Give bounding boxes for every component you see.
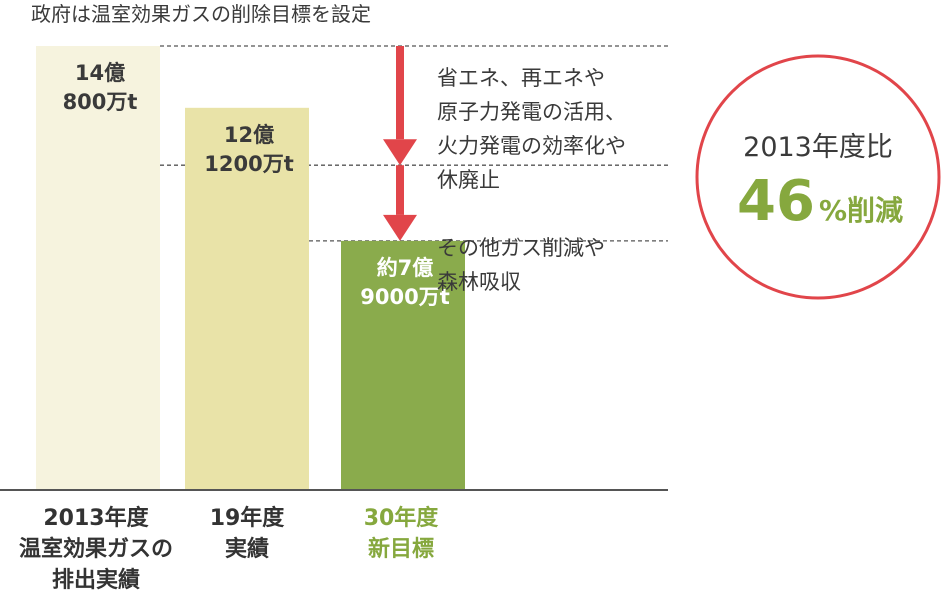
category-label: 新目標 — [368, 536, 434, 562]
bar — [341, 240, 465, 490]
bar-value-labels: 14億 800万t 12億 1200万t 約7億 9000万t — [63, 61, 450, 309]
reduction-arrows — [383, 46, 417, 241]
bar — [185, 107, 309, 490]
category-label: 30年度 — [364, 505, 440, 531]
arrow-head — [383, 139, 417, 166]
bar-value-label: 12億 — [224, 123, 274, 147]
category-label: 2013年度 — [43, 505, 149, 531]
callout-circle — [695, 54, 941, 300]
annotation-line: 休廃止 — [437, 168, 500, 192]
annotation-line: その他ガス削減や — [437, 236, 605, 260]
arrow-shaft — [396, 165, 404, 215]
category-label: 温室効果ガスの — [19, 536, 173, 562]
callout-value: 46 %削減 — [737, 169, 903, 234]
annotation-line: 森林吸収 — [437, 270, 521, 294]
arrow-shaft — [396, 46, 404, 140]
bars — [36, 46, 465, 490]
callout-caption: 2013年度比 — [743, 132, 893, 163]
category-label: 排出実績 — [52, 567, 140, 593]
annotation-line: 省エネ、再エネや — [437, 66, 605, 90]
arrow-head — [383, 214, 417, 241]
reduction-annotations: 省エネ、再エネや原子力発電の活用、火力発電の効率化や休廃止その他ガス削減や森林吸… — [437, 66, 626, 294]
bar-value-label: 9000万t — [360, 285, 450, 309]
reduction-callout: 2013年度比 46 %削減 — [695, 54, 941, 300]
category-label: 19年度 — [210, 505, 286, 531]
bar-value-label: 800万t — [63, 90, 138, 114]
annotation-line: 火力発電の効率化や — [437, 134, 626, 158]
annotation-line: 原子力発電の活用、 — [437, 100, 626, 124]
category-label: 実績 — [225, 536, 269, 562]
bar — [36, 46, 160, 490]
bar-value-label: 14億 — [75, 61, 125, 85]
bar-value-label: 1200万t — [204, 152, 294, 176]
bar-value-label: 約7億 — [377, 256, 434, 280]
chart-title: 政府は温室効果ガスの削除目標を設定 — [31, 2, 371, 26]
